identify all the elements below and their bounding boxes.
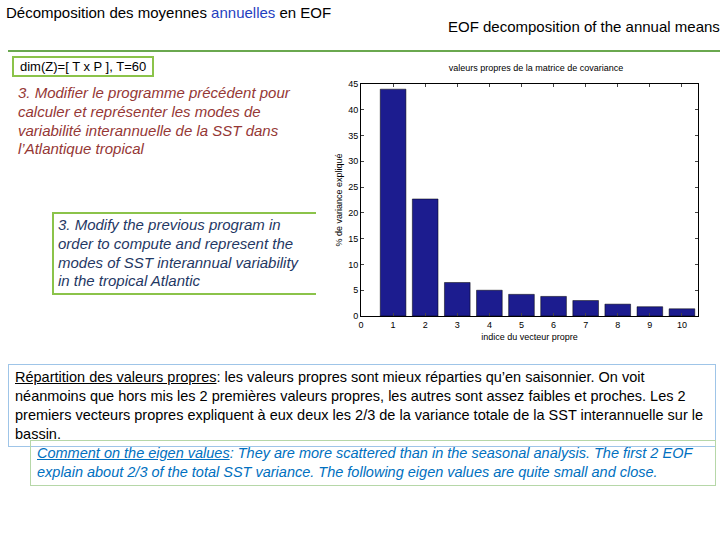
svg-text:2: 2 — [423, 320, 428, 330]
svg-text:% de variance expliqué: % de variance expliqué — [334, 153, 344, 246]
html-text:Répartition des valeurs propre: Répartition des valeurs propres: les val… — [15, 369, 704, 442]
html-text:EOF decomposition of the annua: EOF decomposition of the annual means — [448, 18, 720, 35]
svg-text:3: 3 — [455, 320, 460, 330]
svg-text:35: 35 — [348, 131, 358, 141]
svg-text:10: 10 — [348, 260, 358, 270]
html-text:3. Modify the previous program: 3. Modify the previous program in order … — [58, 216, 299, 290]
svg-text:25: 25 — [348, 182, 358, 192]
html-text:dim(Z)=[ T x P ], T=60: dim(Z)=[ T x P ], T=60 — [20, 59, 147, 74]
svg-text:5: 5 — [519, 320, 524, 330]
svg-text:1: 1 — [391, 320, 396, 330]
svg-text:7: 7 — [583, 320, 588, 330]
svg-text:10: 10 — [677, 320, 687, 330]
svg-text:4: 4 — [487, 320, 492, 330]
svg-text:15: 15 — [348, 234, 358, 244]
svg-text:indice du vecteur propre: indice du vecteur propre — [481, 332, 578, 342]
html-text:Décomposition des moyennes ann: Décomposition des moyennes annuelles en … — [6, 4, 332, 21]
html-text:Comment on the eigen values: T: Comment on the eigen values: They are mo… — [37, 445, 693, 480]
svg-text:45: 45 — [348, 79, 358, 89]
svg-text:6: 6 — [551, 320, 556, 330]
svg-text:valeurs propres de la matrice: valeurs propres de la matrice de covaria… — [449, 63, 624, 73]
svg-text:0: 0 — [353, 311, 358, 321]
svg-text:5: 5 — [353, 285, 358, 295]
svg-text:30: 30 — [348, 156, 358, 166]
svg-text:0: 0 — [358, 320, 363, 330]
svg-text:8: 8 — [615, 320, 620, 330]
html-text:3. Modifier le programme précé: 3. Modifier le programme précédent pour … — [18, 84, 290, 158]
svg-text:20: 20 — [348, 208, 358, 218]
svg-text:40: 40 — [348, 105, 358, 115]
svg-text:9: 9 — [647, 320, 652, 330]
